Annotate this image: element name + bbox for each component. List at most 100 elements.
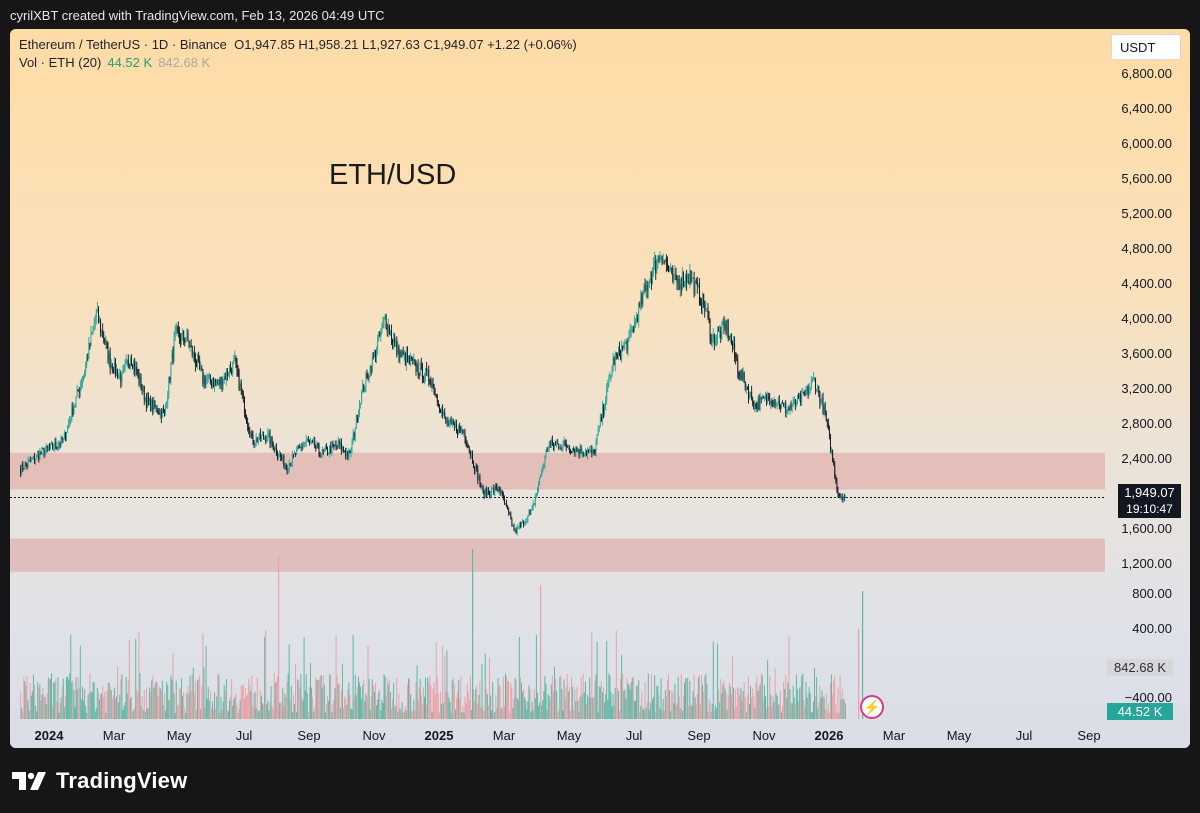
candle-body <box>676 279 678 284</box>
symbol-legend[interactable]: Ethereum / TetherUS · 1D · Binance O1,94… <box>19 37 577 52</box>
volume-bar <box>831 674 833 719</box>
candle-body <box>654 260 656 265</box>
volume-bar <box>810 712 812 719</box>
candle-body <box>600 417 602 421</box>
candle-body <box>790 406 792 408</box>
candle-body <box>766 395 768 403</box>
candle-body <box>775 404 777 406</box>
price-chart[interactable]: 6,800.006,400.006,000.005,600.005,200.00… <box>10 29 1190 748</box>
volume-bar <box>677 676 679 719</box>
candle-body <box>658 257 660 259</box>
volume-bar <box>335 634 337 719</box>
candle-body <box>140 377 142 390</box>
candle-body <box>564 440 566 444</box>
candle-body <box>751 391 753 400</box>
candle-body <box>438 407 440 411</box>
volume-bar <box>723 680 725 719</box>
candle-body <box>76 389 78 397</box>
volume-legend[interactable]: Vol · ETH (20) 44.52 K 842.68 K <box>19 55 210 70</box>
candle-body <box>735 355 737 358</box>
volume-bar <box>92 681 94 719</box>
candle-body <box>568 447 570 451</box>
candle-body <box>35 458 37 462</box>
volume-bar <box>592 698 594 719</box>
volume-bar <box>380 710 382 719</box>
candle-body <box>711 337 713 342</box>
volume-bar <box>208 700 210 719</box>
volume-bar <box>337 684 339 719</box>
candle-body <box>175 327 177 330</box>
volume-bar <box>705 673 707 719</box>
time-tick-label: May <box>947 728 972 743</box>
volume-bar <box>525 700 527 719</box>
lightning-icon[interactable]: ⚡ <box>860 695 884 719</box>
candle-body <box>541 472 543 476</box>
candle-body <box>63 432 65 438</box>
volume-bar <box>463 712 465 719</box>
volume-bar <box>378 692 380 719</box>
candle-body <box>330 446 332 454</box>
volume-bar <box>615 630 617 719</box>
volume-bar <box>151 680 153 719</box>
volume-bar <box>327 695 329 719</box>
volume-bar <box>285 697 287 719</box>
candle-body <box>95 309 97 318</box>
volume-bar <box>687 677 689 719</box>
volume-bar <box>192 667 194 719</box>
candle-body <box>762 396 764 399</box>
volume-bar <box>32 674 34 719</box>
candle-body <box>88 343 90 359</box>
time-tick-label: Jul <box>236 728 253 743</box>
candle-body <box>633 321 635 332</box>
volume-bar <box>302 700 304 719</box>
candle-body <box>729 335 731 338</box>
chart-watermark: ETH/USD <box>329 159 457 191</box>
candle-body <box>247 421 249 427</box>
candle-body <box>538 483 539 490</box>
bar-countdown: 19:10:47 <box>1118 501 1181 518</box>
candle-body <box>758 399 760 410</box>
volume-bar <box>112 695 114 719</box>
candle-body <box>285 465 287 469</box>
volume-bar <box>143 690 145 719</box>
candle-body <box>756 405 758 410</box>
price-tick-label: 6,800.00 <box>1121 66 1172 81</box>
volume-bar <box>623 691 625 719</box>
volume-bar <box>685 678 687 719</box>
candle-body <box>416 364 418 372</box>
volume-bar <box>117 666 119 719</box>
chart-frame[interactable]: 6,800.00 6,400.00 6,000.00 5,600.00 5,200.00… <box>10 29 1190 748</box>
candle-body <box>342 446 343 451</box>
volume-bar <box>755 683 757 719</box>
price-tick-label: 6,000.00 <box>1121 136 1172 151</box>
volume-bar <box>839 675 841 719</box>
volume-bar <box>287 673 289 719</box>
volume-bar <box>129 697 131 719</box>
candle-body <box>450 419 452 423</box>
candle-body <box>248 426 250 432</box>
volume-bar <box>175 680 177 719</box>
volume-bar <box>288 644 290 719</box>
candle-body <box>791 405 793 408</box>
candle-body <box>818 386 820 393</box>
volume-bar <box>768 706 770 719</box>
volume-bar <box>730 694 732 719</box>
volume-bar <box>282 687 284 719</box>
volume-bar <box>659 708 661 719</box>
volume-bar <box>95 707 97 719</box>
currency-selector[interactable]: USDT <box>1111 34 1181 60</box>
candle-body <box>772 403 774 405</box>
price-tick-label: 4,800.00 <box>1121 241 1172 256</box>
candle-body <box>320 454 322 457</box>
candle-body <box>59 443 61 445</box>
candle-body <box>691 278 693 282</box>
candle-body <box>588 451 590 452</box>
tradingview-logo[interactable]: TradingView <box>12 767 187 795</box>
volume-bar <box>590 697 592 719</box>
volume-bar <box>669 690 671 719</box>
volume-bar <box>565 686 567 719</box>
volume-bar <box>120 679 122 719</box>
volume-bar <box>166 681 168 719</box>
volume-bar <box>159 688 161 719</box>
volume-bar <box>343 708 345 719</box>
